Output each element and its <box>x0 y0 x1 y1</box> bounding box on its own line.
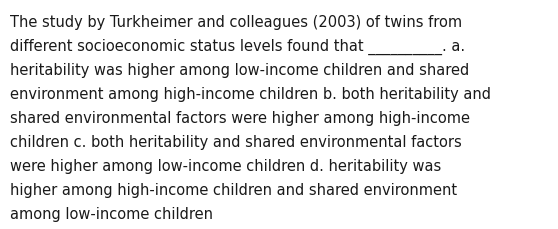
Text: The study by Turkheimer and colleagues (2003) of twins from: The study by Turkheimer and colleagues (… <box>10 15 462 30</box>
Text: among low-income children: among low-income children <box>10 206 213 221</box>
Text: children c. both heritability and shared environmental factors: children c. both heritability and shared… <box>10 134 462 149</box>
Text: environment among high-income children b. both heritability and: environment among high-income children b… <box>10 87 491 101</box>
Text: shared environmental factors were higher among high-income: shared environmental factors were higher… <box>10 111 470 125</box>
Text: higher among high-income children and shared environment: higher among high-income children and sh… <box>10 182 457 197</box>
Text: heritability was higher among low-income children and shared: heritability was higher among low-income… <box>10 63 469 78</box>
Text: different socioeconomic status levels found that __________. a.: different socioeconomic status levels fo… <box>10 39 465 55</box>
Text: were higher among low-income children d. heritability was: were higher among low-income children d.… <box>10 158 441 173</box>
